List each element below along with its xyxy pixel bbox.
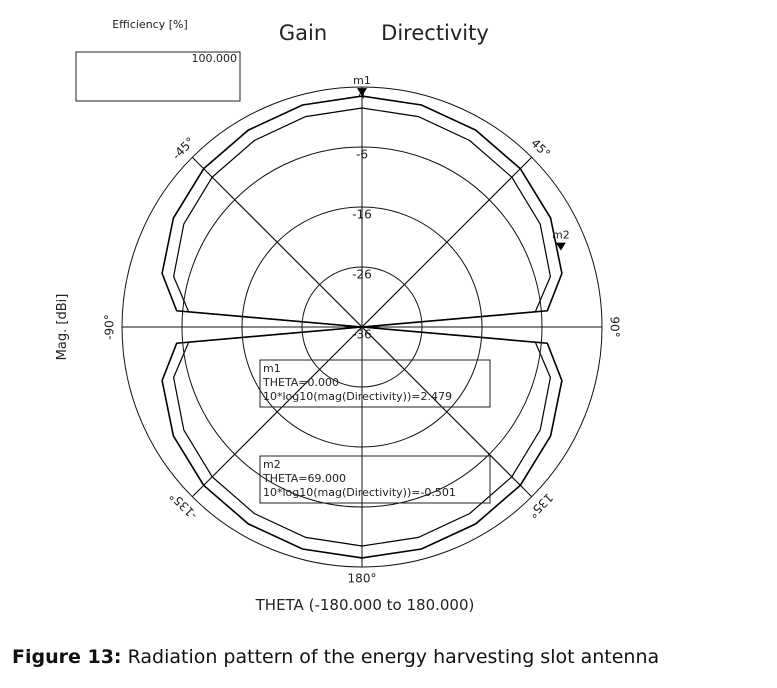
- efficiency-title: Efficiency [%]: [112, 18, 188, 31]
- marker-box-theta: THETA=0.000: [262, 376, 339, 389]
- marker-box-name: m2: [263, 458, 281, 471]
- theta-tick-label: -90°: [103, 314, 117, 340]
- efficiency-box: [75, 51, 241, 102]
- efficiency-value: 100.000: [192, 52, 238, 65]
- marker-name: m1: [353, 74, 371, 87]
- marker-box-value: 10*log10(mag(Directivity))=-0.501: [263, 486, 456, 499]
- marker-box: [259, 359, 491, 408]
- theta-tick-label: 180°: [348, 572, 377, 586]
- legend-entry: Gain: [279, 21, 327, 45]
- marker-box-theta: THETA=69.000: [262, 472, 346, 485]
- x-axis-label: THETA (-180.000 to 180.000): [255, 596, 475, 614]
- y-axis-label: Mag. [dBi]: [55, 294, 70, 361]
- marker-name: m2: [552, 229, 570, 242]
- marker-box: [259, 455, 491, 504]
- caption-text: Radiation pattern of the energy harvesti…: [127, 646, 660, 668]
- chart: Efficiency [%] 100.000 THETA (-180.000 t…: [55, 18, 622, 614]
- series-line: [172, 107, 552, 547]
- theta-tick-label: 90°: [608, 316, 622, 337]
- caption-label: Figure 13:: [12, 646, 122, 668]
- marker-box-value: 10*log10(mag(Directivity))=2.479: [263, 390, 452, 403]
- marker-box-name: m1: [263, 362, 281, 375]
- legend-entry: Directivity: [381, 21, 489, 45]
- marker: [555, 242, 566, 251]
- caption: Figure 13: Radiation pattern of the ener…: [12, 646, 659, 668]
- marker: [357, 88, 367, 97]
